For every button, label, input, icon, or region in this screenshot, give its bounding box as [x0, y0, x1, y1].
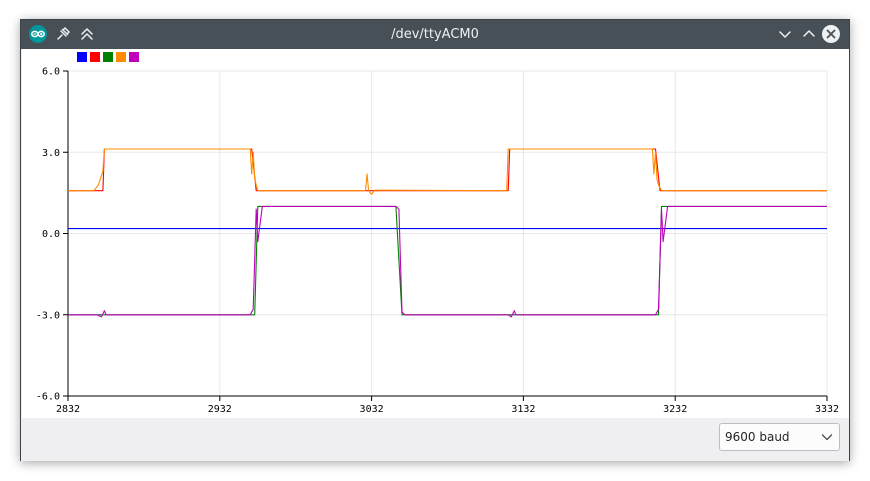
- y-tick-label: 6.0: [42, 67, 60, 78]
- x-tick-label: 3332: [815, 404, 839, 415]
- legend-swatch: [103, 52, 113, 62]
- x-tick-label: 3232: [663, 404, 687, 415]
- legend-swatch: [77, 52, 87, 62]
- legend-swatch: [90, 52, 100, 62]
- plot-grid: [67, 70, 828, 397]
- series-line: [68, 148, 827, 195]
- series-line: [68, 205, 827, 316]
- baud-rate-value: 9600 baud: [725, 430, 790, 444]
- x-tick-label: 2932: [208, 404, 232, 415]
- series-line: [68, 148, 827, 192]
- x-tick-label: 3032: [360, 404, 384, 415]
- series-line: [68, 205, 827, 318]
- y-tick-label: 0.0: [42, 229, 60, 240]
- shade-icon[interactable]: [77, 24, 97, 44]
- legend-swatch: [129, 52, 139, 62]
- x-axis-ticks: 2832 2932 3032 3132 3232 3332: [56, 396, 839, 415]
- y-tick-label: -3.0: [36, 310, 60, 321]
- arduino-icon[interactable]: [28, 24, 48, 44]
- plot-series: [68, 148, 827, 318]
- window-title: /dev/ttyACM0: [391, 27, 479, 42]
- plot-legend: [77, 52, 139, 62]
- serial-plot: 6.0 3.0 0.0 -3.0 -6.0 2832 2932 3032 3132 3232 33…: [36, 52, 839, 415]
- chevron-down-icon: [821, 434, 833, 441]
- plot-area: 6.0 3.0 0.0 -3.0 -6.0 2832 2932 3032 3132 3232 33…: [22, 49, 849, 418]
- x-tick-label: 2832: [56, 404, 80, 415]
- y-tick-label: -6.0: [36, 392, 60, 403]
- title-bar[interactable]: /dev/ttyACM0: [21, 20, 849, 49]
- x-tick-label: 3132: [511, 404, 535, 415]
- status-bar: 9600 baud: [21, 418, 849, 461]
- baud-rate-select[interactable]: 9600 baud: [719, 423, 840, 451]
- pin-icon[interactable]: [53, 24, 73, 44]
- legend-swatch: [116, 52, 126, 62]
- y-axis-ticks: 6.0 3.0 0.0 -3.0 -6.0: [36, 67, 68, 403]
- serial-plotter-window: /dev/ttyACM0: [20, 19, 850, 461]
- minimize-icon[interactable]: [775, 24, 795, 44]
- maximize-icon[interactable]: [799, 24, 819, 44]
- close-icon[interactable]: [821, 24, 841, 44]
- y-tick-label: 3.0: [42, 148, 60, 159]
